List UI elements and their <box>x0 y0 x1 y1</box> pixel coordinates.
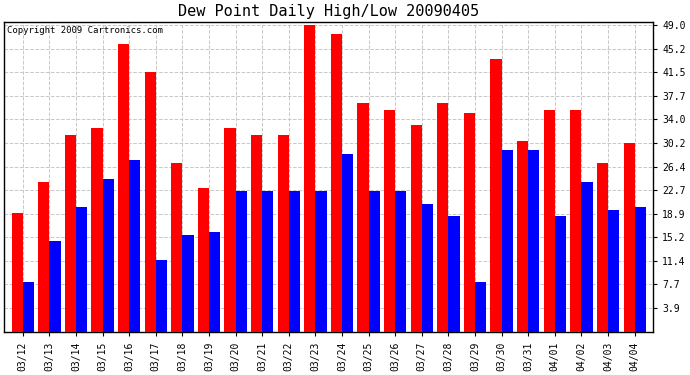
Bar <box>555 216 566 332</box>
Bar <box>597 163 608 332</box>
Bar <box>171 163 182 332</box>
Bar <box>304 25 315 332</box>
Bar <box>198 188 209 332</box>
Bar <box>38 182 50 332</box>
Bar <box>182 235 194 332</box>
Bar <box>145 72 156 332</box>
Bar <box>582 182 593 332</box>
Bar <box>277 135 289 332</box>
Bar <box>571 110 582 332</box>
Bar <box>331 34 342 332</box>
Bar <box>529 150 540 332</box>
Bar <box>92 128 103 332</box>
Bar <box>502 150 513 332</box>
Bar <box>315 191 326 332</box>
Bar <box>342 153 353 332</box>
Bar <box>475 282 486 332</box>
Bar <box>262 191 273 332</box>
Bar <box>464 113 475 332</box>
Bar <box>437 104 448 332</box>
Bar <box>65 135 76 332</box>
Bar <box>76 207 87 332</box>
Bar <box>517 141 529 332</box>
Bar <box>635 207 646 332</box>
Bar <box>411 125 422 332</box>
Bar <box>448 216 460 332</box>
Bar <box>103 178 114 332</box>
Bar <box>608 210 619 332</box>
Bar <box>368 191 380 332</box>
Bar <box>50 242 61 332</box>
Bar <box>544 110 555 332</box>
Text: Copyright 2009 Cartronics.com: Copyright 2009 Cartronics.com <box>8 26 164 35</box>
Bar <box>357 104 368 332</box>
Bar <box>156 260 167 332</box>
Bar <box>624 143 635 332</box>
Bar <box>118 44 129 332</box>
Bar <box>23 282 34 332</box>
Bar <box>129 160 140 332</box>
Bar <box>384 110 395 332</box>
Bar <box>422 204 433 332</box>
Bar <box>12 213 23 332</box>
Bar <box>224 128 235 332</box>
Bar <box>251 135 262 332</box>
Title: Dew Point Daily High/Low 20090405: Dew Point Daily High/Low 20090405 <box>178 4 480 19</box>
Bar <box>235 191 247 332</box>
Bar <box>395 191 406 332</box>
Bar <box>209 232 220 332</box>
Bar <box>289 191 300 332</box>
Bar <box>491 59 502 332</box>
